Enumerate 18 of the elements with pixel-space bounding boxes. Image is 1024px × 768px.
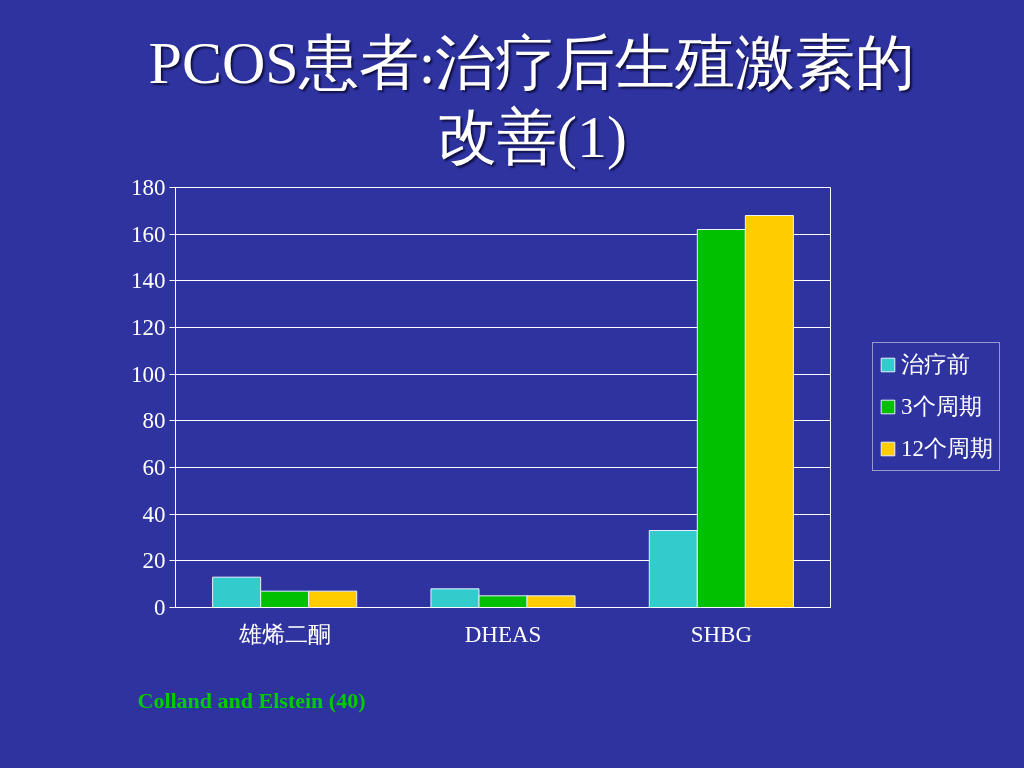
- y-tick-label: 60: [142, 455, 166, 480]
- x-tick-label: DHEAS: [464, 621, 542, 647]
- y-tick-label: 80: [142, 408, 166, 434]
- y-tick-label: 40: [142, 501, 166, 527]
- legend-label: 3个周期: [901, 393, 982, 421]
- legend-label: 治疗前: [901, 351, 970, 379]
- y-tick-label: 0: [154, 595, 166, 620]
- legend-label: 12个周期: [901, 435, 993, 463]
- y-tick-label: 140: [131, 268, 166, 294]
- x-tick-label: SHBG: [690, 621, 753, 647]
- y-tick-label: 180: [131, 175, 166, 200]
- y-tick-label: 20: [142, 548, 166, 574]
- y-tick-label: 160: [131, 221, 166, 247]
- y-tick-label: 100: [131, 361, 166, 387]
- y-tick-label: 120: [131, 315, 166, 340]
- chart-title: PCOS患者:治疗后生殖激素的改善(1): [0, 0, 1024, 174]
- x-tick-label: 雄烯二酮: [237, 621, 331, 647]
- text: Colland and Elstein (40): [137, 688, 366, 713]
